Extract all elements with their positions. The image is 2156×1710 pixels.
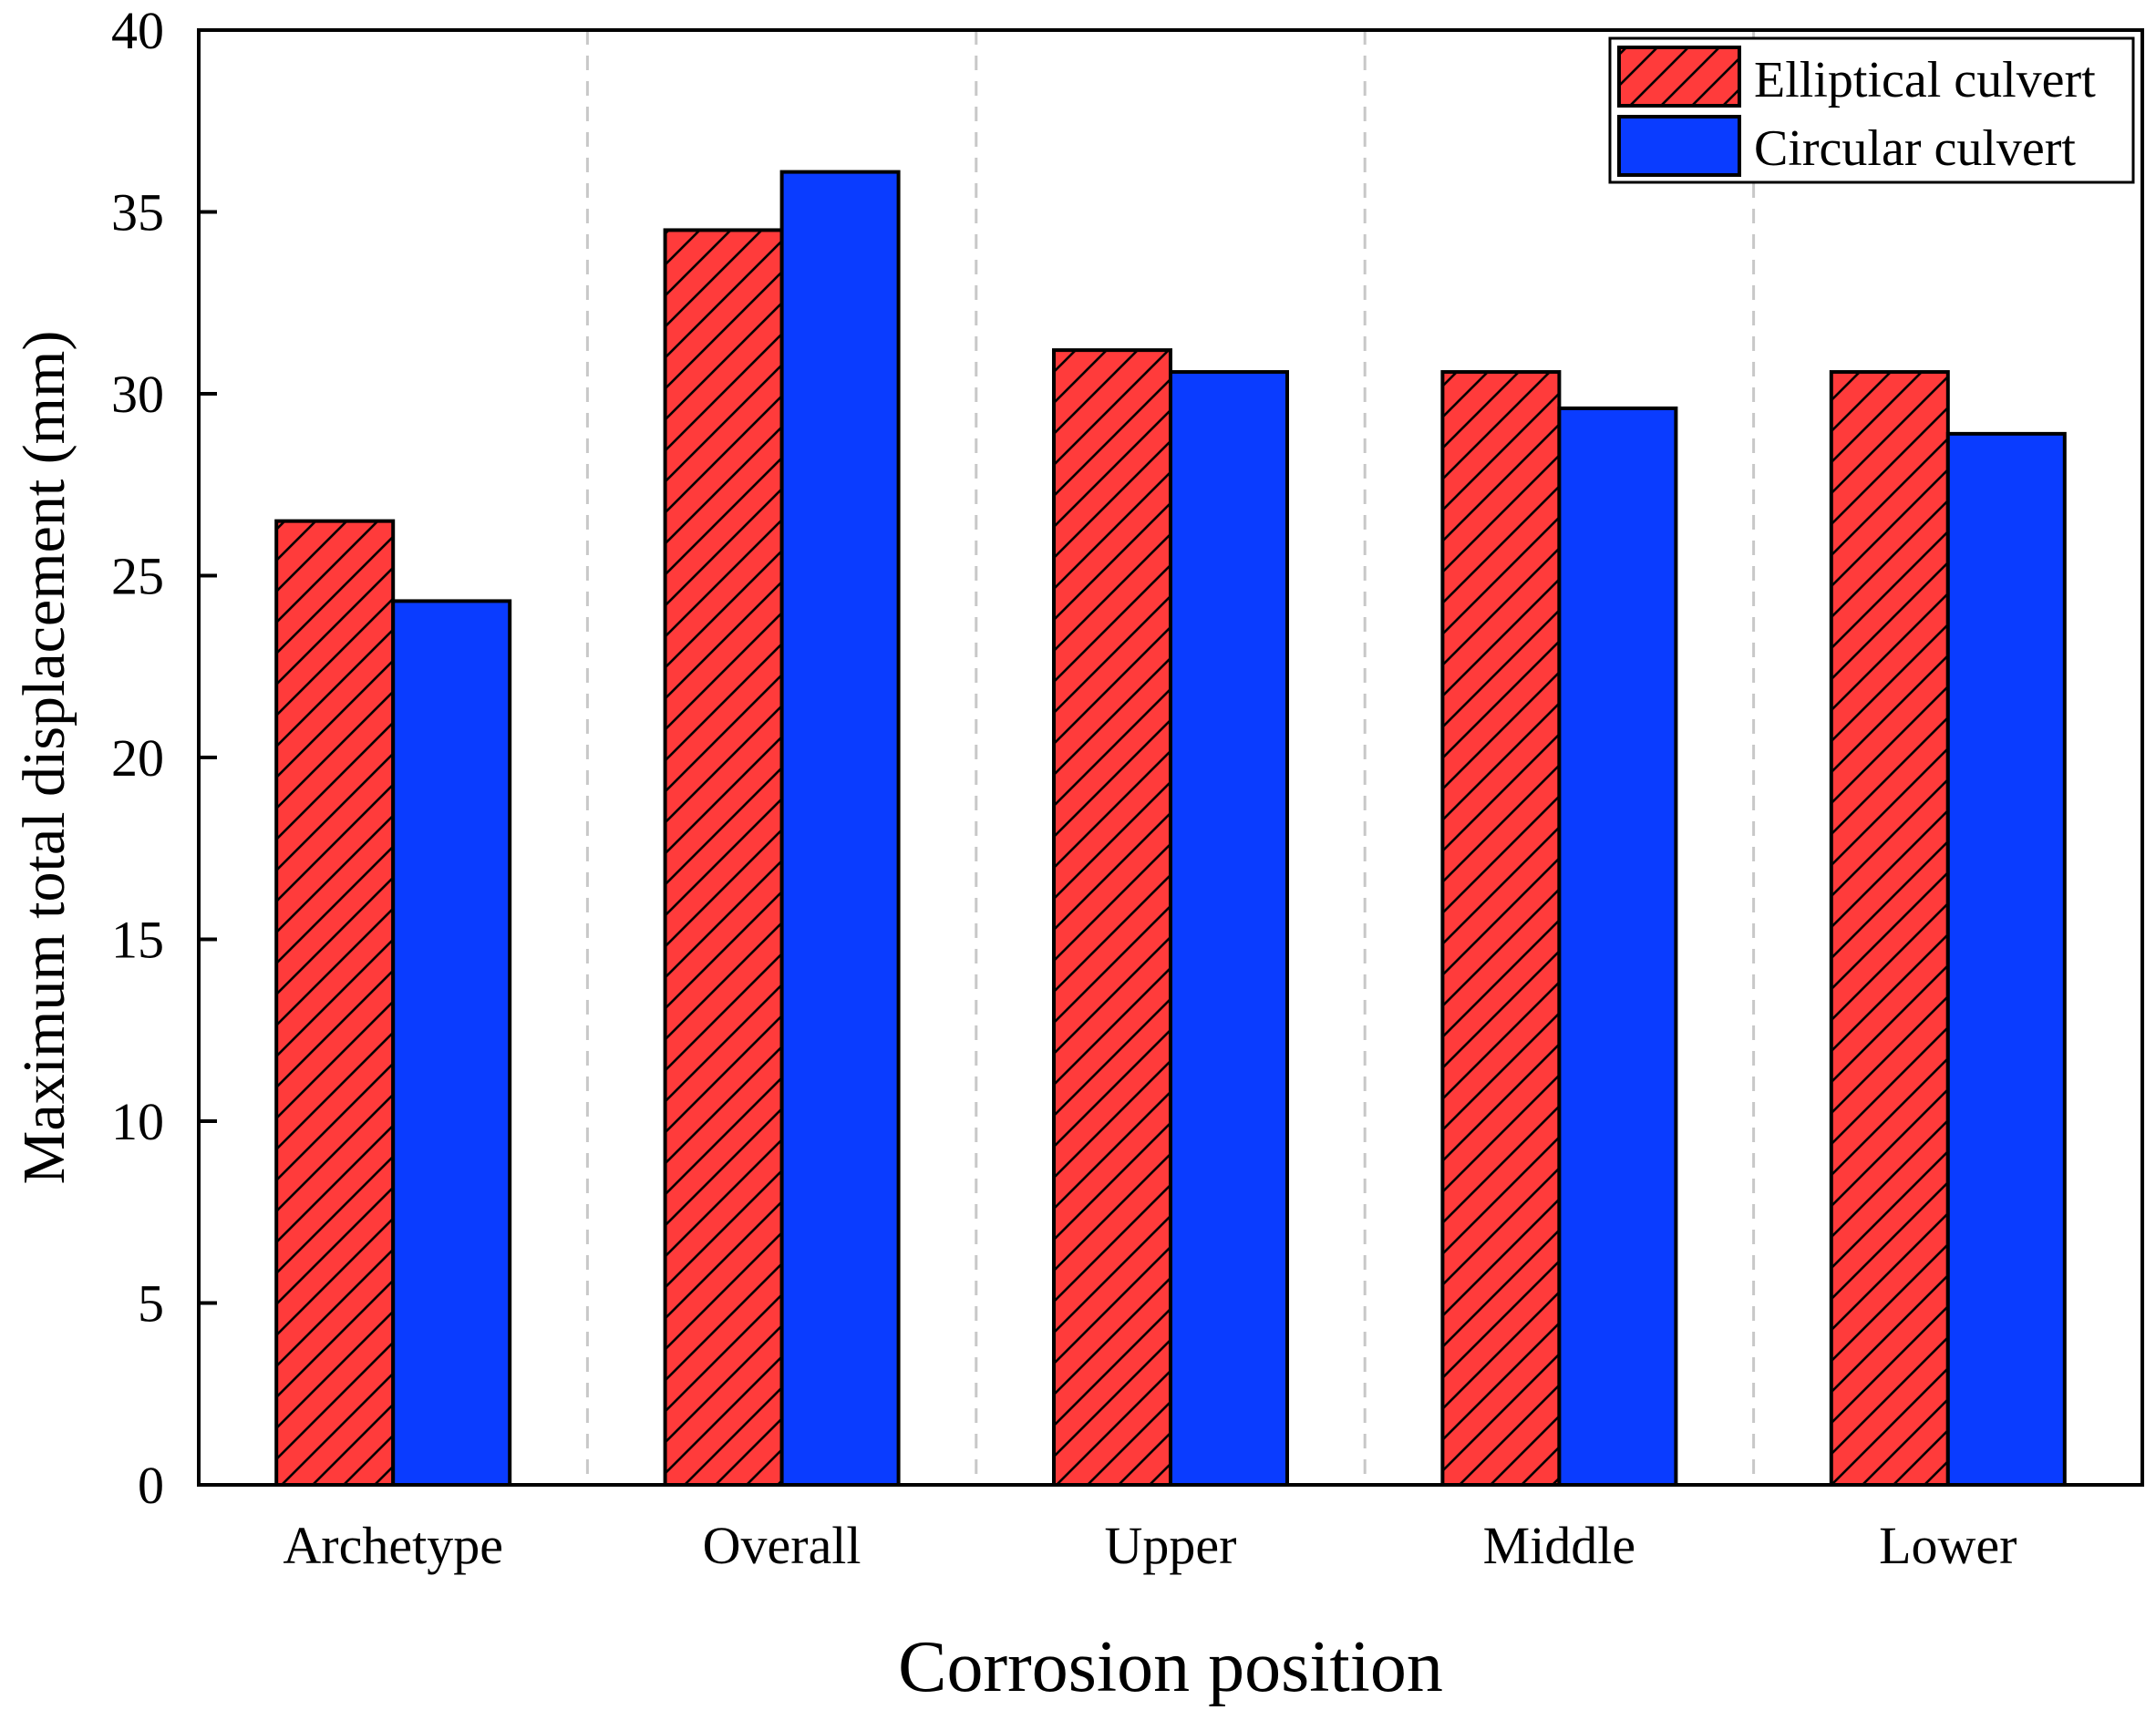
x-axis-ticks: Archetype Overall Upper Middle Lower: [283, 1516, 2017, 1575]
category-separators: [585, 30, 1756, 1485]
legend-swatch-elliptical: [1617, 46, 1741, 108]
y-axis-title: Maximum total displacement (mm): [11, 331, 77, 1185]
y-tick-label: 30: [111, 365, 164, 424]
x-tick-label: Lower: [1879, 1516, 2017, 1575]
plot-frame: [197, 28, 2144, 1487]
bar-circular-archetype: [391, 599, 512, 1487]
y-tick-label: 0: [138, 1456, 164, 1515]
y-axis-ticks: 0 5 10 15 20 25 30 35 40: [111, 1, 217, 1515]
bar-circular-middle: [1557, 406, 1678, 1488]
bar-elliptical-lower: [1829, 370, 1950, 1487]
legend: Elliptical culvert Circular culvert: [1608, 36, 2135, 184]
x-axis-title: Corrosion position: [898, 1627, 1443, 1707]
bar-elliptical-upper: [1052, 348, 1172, 1487]
bar-elliptical-archetype: [274, 519, 396, 1487]
legend-swatch-circular: [1617, 115, 1741, 177]
y-tick-label: 25: [111, 547, 164, 606]
bar-circular-lower: [1945, 431, 2067, 1487]
x-tick-label: Middle: [1483, 1516, 1636, 1575]
bar-elliptical-middle: [1440, 370, 1562, 1487]
legend-label-circular: Circular culvert: [1754, 120, 2076, 177]
x-tick-label: Overall: [703, 1516, 861, 1575]
bar-circular-overall: [779, 170, 901, 1488]
y-tick-label: 5: [138, 1274, 164, 1334]
bars: [274, 170, 2067, 1488]
legend-label-elliptical: Elliptical culvert: [1754, 52, 2096, 108]
bar-circular-upper: [1169, 370, 1289, 1487]
y-tick-label: 15: [111, 911, 164, 970]
bar-elliptical-overall: [663, 228, 784, 1488]
y-tick-label: 20: [111, 728, 164, 788]
x-tick-label: Archetype: [283, 1516, 503, 1575]
y-tick-label: 10: [111, 1092, 164, 1151]
y-tick-label: 40: [111, 1, 164, 60]
x-tick-label: Upper: [1105, 1516, 1237, 1575]
y-tick-label: 35: [111, 183, 164, 242]
